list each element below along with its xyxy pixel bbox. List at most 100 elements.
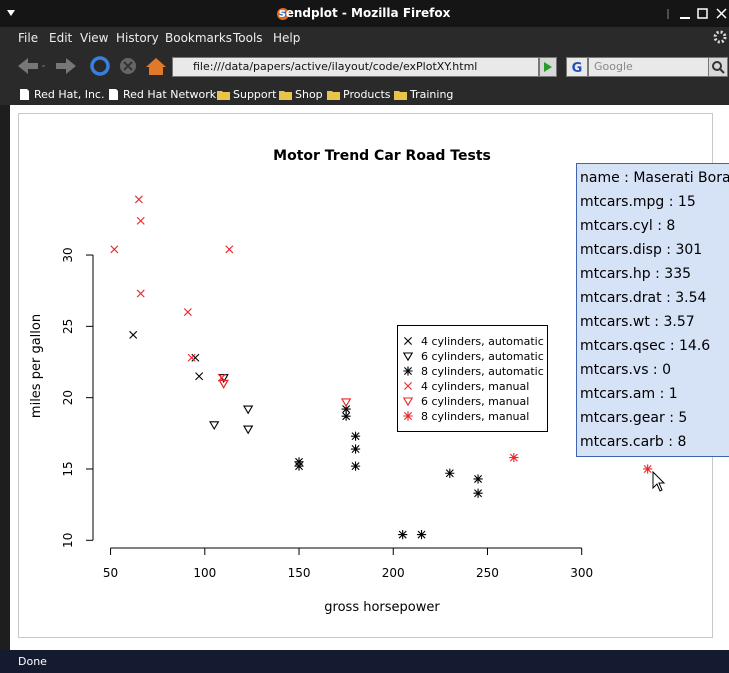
data-point <box>350 431 361 441</box>
legend-box <box>397 325 548 432</box>
tooltip-line: mtcars.wt : 3.57 <box>580 314 695 330</box>
data-point <box>209 421 220 431</box>
y-tick-label: 10 <box>61 533 75 548</box>
data-point <box>242 425 254 435</box>
data-point <box>183 308 192 317</box>
bookmark[interactable]: Shop <box>295 88 323 101</box>
legend-label: 8 cylinders, manual <box>421 410 529 423</box>
legend-label: 4 cylinders, automatic <box>421 335 544 348</box>
data-point <box>509 452 519 463</box>
bookmark[interactable]: Red Hat Network <box>123 88 217 101</box>
bookmark[interactable]: Support <box>233 88 277 101</box>
legend-marker <box>402 352 414 362</box>
legend-marker <box>404 382 412 390</box>
legend-label: 6 cylinders, automatic <box>421 350 544 363</box>
menu-bar: File Edit View History Bookmarks Tools H… <box>0 27 729 48</box>
x-tick-label: 50 <box>103 566 118 580</box>
data-point <box>195 372 204 381</box>
data-point <box>398 529 408 540</box>
bookmark-icons <box>20 89 407 100</box>
bookmark[interactable]: Products <box>343 88 391 101</box>
x-tick-label: 300 <box>570 566 593 580</box>
data-point <box>473 474 483 484</box>
mouse-cursor <box>652 470 666 492</box>
data-point <box>191 353 200 362</box>
firefox-icon <box>277 8 289 20</box>
data-point <box>242 405 254 415</box>
search-engine-icon[interactable]: G <box>566 57 588 77</box>
data-point <box>350 461 361 471</box>
tooltip-line: mtcars.disp : 301 <box>580 242 703 258</box>
data-point <box>136 289 145 298</box>
data-point <box>294 461 304 471</box>
data-point <box>445 468 455 478</box>
nav-buttons[interactable] <box>14 54 174 78</box>
tooltip-line: mtcars.am : 1 <box>580 386 678 402</box>
y-tick-label: 20 <box>61 390 75 405</box>
x-tick-label: 200 <box>382 566 405 580</box>
data-point <box>341 411 351 421</box>
bookmark[interactable]: Red Hat, Inc. <box>34 88 105 101</box>
data-point <box>350 444 361 454</box>
tooltip: name : Maserati Bora mtcars.mpg : 15 mtcar… <box>576 163 729 457</box>
data-point <box>643 464 653 474</box>
legend-label: 8 cylinders, automatic <box>421 365 544 378</box>
menu-item[interactable]: Tools <box>233 31 263 45</box>
title-bar: sendplot - Mozilla Firefox <box>0 0 729 27</box>
chart-title: Motor Trend Car Road Tests <box>273 148 491 164</box>
search-button[interactable] <box>708 57 729 77</box>
tooltip-line: mtcars.hp : 335 <box>580 266 692 282</box>
tooltip-line: mtcars.mpg : 15 <box>580 194 696 210</box>
data-point <box>134 195 143 204</box>
y-axis-label: miles per gallon <box>29 314 44 418</box>
x-tick-label: 250 <box>476 566 499 580</box>
svg-text:G: G <box>572 61 583 76</box>
y-tick-label: 25 <box>61 319 75 334</box>
legend-marker <box>404 337 412 345</box>
data-point <box>341 404 351 414</box>
menu-item[interactable]: Edit <box>49 31 73 45</box>
tooltip-line: mtcars.cyl : 8 <box>580 218 676 234</box>
chart: Motor Trend Car Road Tests gross horsepo… <box>29 148 666 615</box>
bookmark[interactable]: Training <box>410 88 454 101</box>
y-tick-label: 15 <box>61 461 75 476</box>
data-point <box>129 330 138 339</box>
menu-item[interactable]: File <box>18 31 39 45</box>
legend-label: 4 cylinders, manual <box>421 380 529 393</box>
x-axis-label: gross horsepower <box>324 600 440 615</box>
throbber <box>713 30 727 44</box>
data-point <box>136 216 145 225</box>
legend-marker <box>403 366 413 376</box>
url-field[interactable]: file:///data/papers/active/ilayout/code/… <box>172 57 539 77</box>
menu-item[interactable]: View <box>80 31 109 45</box>
window-menu-icon[interactable] <box>6 8 16 18</box>
tooltip-line: mtcars.qsec : 14.6 <box>580 338 711 354</box>
legend-marker <box>403 411 413 421</box>
tooltip-line: name : Maserati Bora <box>580 170 729 186</box>
x-tick-label: 100 <box>193 566 216 580</box>
bookmarks-bar: Red Hat, Inc. Red Hat Network Support Sh… <box>0 84 729 105</box>
data-point <box>340 398 352 408</box>
y-tick-label: 30 <box>61 247 75 262</box>
window-controls[interactable] <box>660 6 729 22</box>
search-field[interactable]: Google <box>588 57 709 77</box>
data-point <box>473 488 483 498</box>
legend-label: 6 cylinders, manual <box>421 395 529 408</box>
data-point <box>218 379 229 389</box>
data-point <box>187 353 196 362</box>
tooltip-line: mtcars.carb : 8 <box>580 434 687 450</box>
menu-item[interactable]: Bookmarks <box>165 31 233 45</box>
tooltip-line: mtcars.gear : 5 <box>580 410 688 426</box>
data-point <box>110 245 119 254</box>
window-title: sendplot - Mozilla Firefox <box>278 6 451 20</box>
menu-item[interactable]: History <box>116 31 159 45</box>
data-point <box>416 529 427 540</box>
status-text: Done <box>18 655 47 668</box>
x-tick-label: 150 <box>288 566 311 580</box>
status-bar: Done <box>0 650 729 673</box>
legend-marker <box>402 397 414 407</box>
data-point <box>225 245 234 254</box>
tooltip-line: mtcars.vs : 0 <box>580 362 672 378</box>
menu-item[interactable]: Help <box>273 31 301 45</box>
